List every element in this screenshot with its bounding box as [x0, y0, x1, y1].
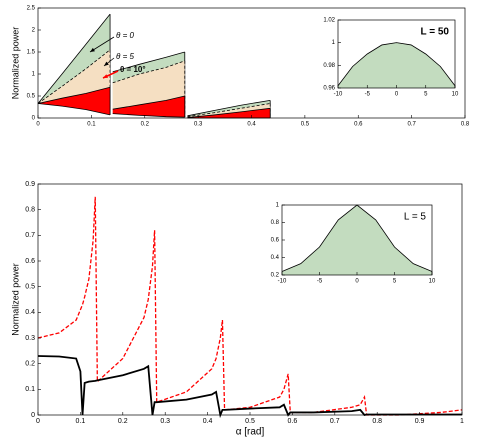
y-tick-label: 1 [32, 72, 36, 78]
area-edge [37, 86, 111, 104]
x-tick-label: 0.8 [461, 122, 470, 128]
x-tick-label: 0 [395, 92, 399, 98]
y-tick-label: 0.8 [25, 207, 35, 214]
area-edge [187, 100, 271, 117]
arrow-head [104, 61, 109, 66]
x-tick-label: 0.9 [415, 418, 425, 425]
x-tick-label: 0 [36, 418, 40, 425]
x-tick-label: -5 [317, 279, 323, 285]
x-tick-label: 0.8 [372, 418, 382, 425]
y-tick-label: 0.3 [25, 335, 35, 342]
x-tick-label: 0.6 [288, 418, 298, 425]
y-tick-label: 0 [31, 412, 35, 419]
arrow-head [90, 47, 95, 52]
area-baseline [112, 113, 185, 118]
series-label: θ = 5 [116, 52, 134, 61]
y-tick-label: 0.4 [271, 255, 280, 261]
x-tick-label: 0.2 [141, 122, 150, 128]
x-tick-label: -10 [334, 92, 343, 98]
area-fill [282, 205, 432, 275]
x-tick-label: 0 [36, 122, 40, 128]
annotation-arrow [89, 36, 115, 53]
x-tick-label: 0.1 [87, 122, 96, 128]
y-tick-label: 1 [332, 40, 336, 46]
x-tick-label: 0.1 [76, 418, 86, 425]
series-line [37, 196, 463, 416]
y-tick-label: 0.5 [27, 94, 36, 100]
series-label: θ = 0 [116, 31, 134, 40]
x-tick-label: 0.7 [330, 418, 340, 425]
area-edge [187, 107, 271, 118]
inset-title: L = 5 [404, 212, 427, 223]
x-tick-label: 0.6 [354, 122, 363, 128]
y-tick-label: 0.2 [271, 273, 280, 279]
y-tick-label: 0.6 [25, 258, 35, 265]
y-tick-label: 0.1 [25, 386, 35, 393]
x-tick-label: 0.2 [118, 418, 128, 425]
y-tick-label: 2.5 [27, 6, 36, 12]
area-edge [112, 95, 185, 110]
series-line [37, 355, 462, 419]
y-tick-label: 0.8 [271, 220, 280, 226]
x-tick-label: 0.5 [301, 122, 310, 128]
y-tick-label: 0.9 [25, 181, 35, 188]
y-tick-label: 0.98 [323, 63, 335, 69]
y-tick-label: 0 [32, 116, 36, 122]
area-edge [337, 42, 456, 86]
x-tick-label: 10 [429, 279, 436, 285]
y-tick-label: 0.7 [25, 232, 35, 239]
area-edge [187, 103, 271, 118]
y-tick-label: 1 [276, 203, 280, 209]
x-tick-label: 0.7 [407, 122, 416, 128]
area-baseline [37, 103, 111, 116]
y-axis-label: Normalized power [10, 27, 20, 100]
x-tick-label: 5 [393, 279, 397, 285]
x-tick-label: -10 [278, 279, 287, 285]
area-fill [112, 96, 185, 118]
x-tick-label: -5 [365, 92, 371, 98]
x-axis-label: α [rad] [236, 427, 265, 438]
y-tick-label: 2 [32, 28, 36, 34]
y-tick-label: 0.96 [323, 86, 335, 92]
x-tick-label: 0.4 [203, 418, 213, 425]
x-tick-label: 0.5 [245, 418, 255, 425]
series-label: θ = 10° [120, 65, 146, 74]
inset-title: L = 50 [421, 27, 450, 38]
y-tick-label: 0.4 [25, 309, 35, 316]
y-tick-label: 0.2 [25, 361, 35, 368]
y-tick-label: 0.5 [25, 284, 35, 291]
arrow-head [103, 74, 108, 78]
y-tick-label: 1.5 [27, 50, 36, 56]
y-tick-label: 0.6 [271, 238, 280, 244]
x-tick-label: 5 [424, 92, 428, 98]
y-tick-label: 1.02 [323, 18, 335, 24]
x-tick-label: 0.3 [160, 418, 170, 425]
area-edge [112, 60, 185, 84]
x-tick-label: 10 [452, 92, 459, 98]
x-tick-label: 0 [355, 279, 359, 285]
x-tick-label: 0.3 [194, 122, 203, 128]
area-edge [37, 13, 111, 104]
area-edge [112, 51, 185, 73]
area-fill [38, 87, 111, 115]
x-tick-label: 0.4 [247, 122, 256, 128]
y-axis-label: Normalized power [10, 263, 20, 336]
x-tick-label: 1 [460, 418, 464, 425]
